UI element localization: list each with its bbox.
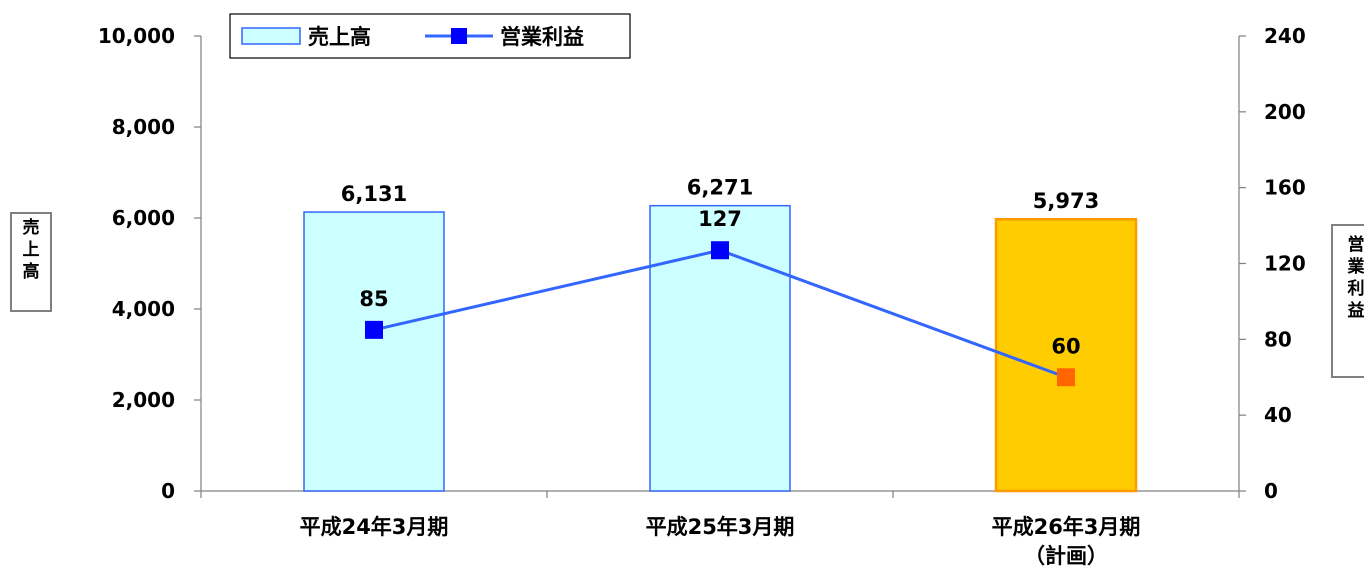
right-axis-title: 営業利益 [1331, 224, 1364, 378]
x-axis-category-label: 平成24年3月期 [300, 515, 449, 539]
right-axis-tick-label: 240 [1264, 24, 1306, 48]
right-axis-title-box [1331, 224, 1364, 378]
axis-title-char: 営 [1348, 234, 1364, 255]
profit-marker [1057, 368, 1075, 387]
x-axis-category-label: 平成26年3月期 [992, 515, 1141, 539]
bar-series [303, 204, 1138, 493]
left-axis-tick-label: 8,000 [112, 115, 175, 139]
axis-title-char: 利 [1348, 278, 1364, 299]
legend-label-profit: 営業利益 [500, 25, 584, 49]
right-axis-tick-label: 160 [1264, 176, 1306, 200]
right-axis-tick-label: 120 [1264, 252, 1306, 276]
axis-title-char: 益 [1348, 300, 1364, 321]
legend-swatch-sales [241, 27, 301, 45]
legend: 売上高 営業利益 [229, 13, 631, 59]
left-axis-tick-label: 4,000 [112, 297, 175, 321]
line-series [365, 241, 1075, 387]
bar-value-label: 6,271 [687, 176, 753, 200]
profit-value-label: 85 [359, 287, 388, 311]
left-axis-tick-label: 6,000 [112, 206, 175, 230]
axis-title-char: 高 [23, 261, 40, 282]
x-axis-category-label: 平成25年3月期 [646, 515, 795, 539]
profit-marker [711, 241, 729, 260]
right-axis-tick-label: 80 [1264, 327, 1292, 351]
left-axis-tick-label: 10,000 [98, 24, 175, 48]
axis-title-char: 上 [23, 240, 40, 260]
right-axis-tick-label: 200 [1264, 100, 1306, 124]
bar [994, 217, 1138, 493]
right-axis-tick-label: 40 [1264, 403, 1292, 427]
bar-value-label: 6,131 [341, 182, 407, 206]
left-axis-tick-label: 0 [161, 479, 175, 503]
profit-value-label: 60 [1051, 334, 1080, 358]
profit-value-label: 127 [698, 207, 742, 231]
bar [303, 211, 445, 492]
right-axis-title-text: 営業利益 [1348, 234, 1364, 321]
left-axis-title-box [10, 212, 52, 312]
axis-title-char: 業 [1348, 256, 1364, 277]
legend-label-sales: 売上高 [308, 25, 371, 49]
axis-title-char: 売 [23, 217, 40, 238]
labels: 0 2,000 4,000 6,000 8,000 10,000 0 40 80 120 160 20… [98, 24, 1306, 568]
left-axis-title-text: 売上高 [23, 217, 40, 282]
left-axis-tick-label: 2,000 [112, 388, 175, 412]
left-axis-title: 売上高 [10, 212, 52, 312]
legend-swatch-profit-marker [451, 28, 467, 44]
bar-value-label: 5,973 [1033, 189, 1099, 213]
right-axis-tick-label: 0 [1264, 479, 1278, 503]
x-axis-category-label: （計画） [1024, 544, 1108, 568]
profit-marker [365, 320, 383, 339]
